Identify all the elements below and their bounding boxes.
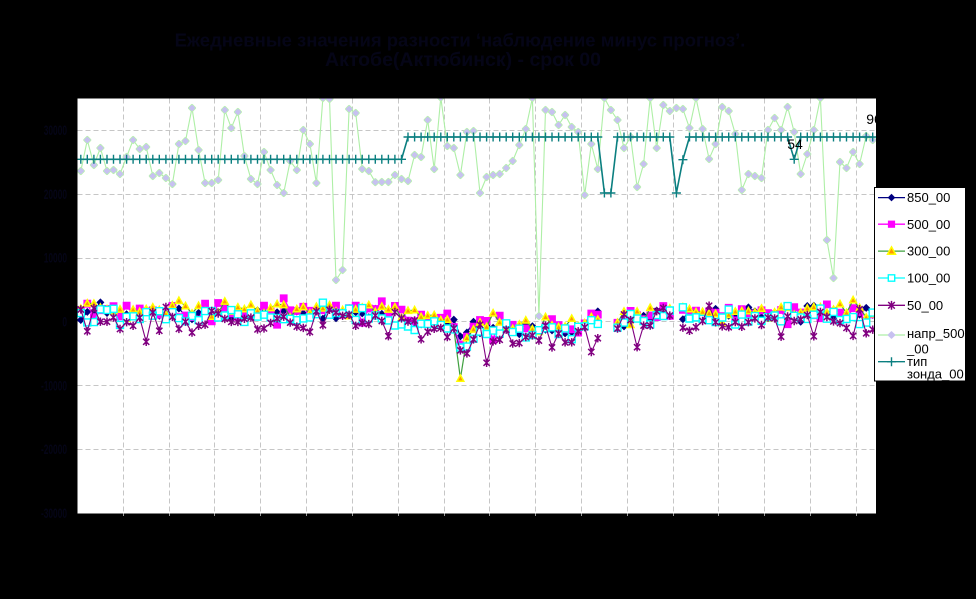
svg-text:зонда_00: зонда_00 [907,366,964,381]
svg-text:100_00: 100_00 [907,271,950,286]
svg-text:Актобе(Актюбинск) - срок 00: Актобе(Актюбинск) - срок 00 [325,49,601,71]
svg-text:96: 96 [866,111,882,127]
svg-text:500_00: 500_00 [907,217,950,232]
svg-text:напр_500: напр_500 [907,326,965,341]
svg-text:тип: тип [907,354,927,369]
svg-text:0: 0 [62,316,67,330]
svg-text:54: 54 [787,136,803,152]
svg-text:-20000: -20000 [41,443,67,457]
svg-text:50_00: 50_00 [907,298,943,313]
svg-text:10000: 10000 [44,252,67,266]
svg-text:_00: _00 [906,341,929,356]
svg-text:Ежедневные значения разности ‘: Ежедневные значения разности ‘наблюдение… [175,30,746,51]
svg-text:-30000: -30000 [41,507,67,521]
svg-text:20000: 20000 [44,188,67,202]
svg-text:300_00: 300_00 [907,244,950,259]
svg-text:850_00: 850_00 [907,190,950,205]
svg-text:30000: 30000 [44,124,67,138]
svg-text:-10000: -10000 [41,379,67,393]
